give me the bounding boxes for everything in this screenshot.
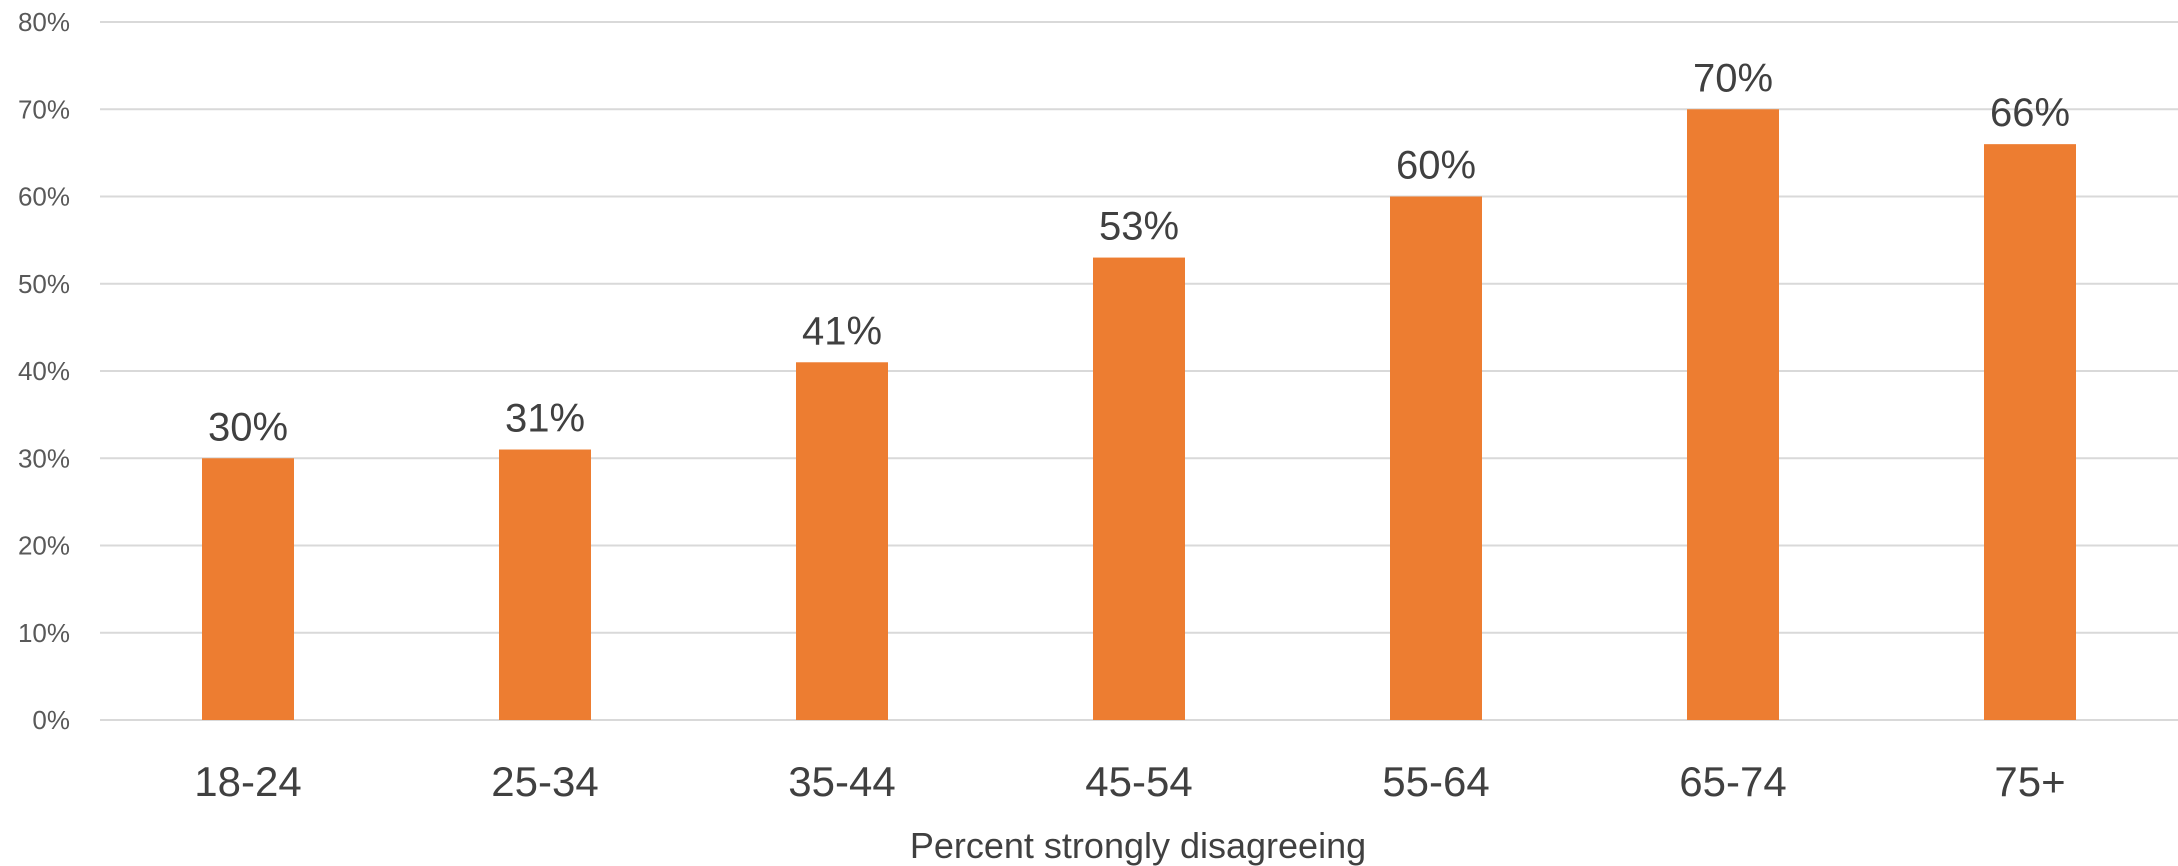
y-tick-label: 10% bbox=[18, 618, 70, 648]
y-tick-label: 20% bbox=[18, 531, 70, 561]
y-tick-label: 70% bbox=[18, 94, 70, 124]
data-label: 70% bbox=[1693, 56, 1773, 100]
y-tick-label: 80% bbox=[18, 7, 70, 37]
y-tick-label: 30% bbox=[18, 443, 70, 473]
data-label: 30% bbox=[208, 405, 288, 449]
data-label: 41% bbox=[802, 309, 882, 353]
y-tick-label: 0% bbox=[32, 705, 70, 735]
data-label: 66% bbox=[1990, 91, 2070, 135]
x-tick-label: 65-74 bbox=[1679, 758, 1786, 805]
bars bbox=[202, 109, 2076, 720]
x-tick-label: 35-44 bbox=[788, 758, 895, 805]
bar bbox=[499, 449, 591, 720]
bar bbox=[1390, 196, 1482, 720]
x-axis-category-labels: 18-24 25-34 35-44 45-54 55-64 65-74 75+ bbox=[194, 758, 2065, 805]
x-axis-title: Percent strongly disagreeing bbox=[910, 825, 1366, 866]
x-tick-label: 55-64 bbox=[1382, 758, 1489, 805]
y-axis-tick-labels: 0% 10% 20% 30% 40% 50% 60% 70% 80% bbox=[18, 7, 70, 735]
bar bbox=[1984, 144, 2076, 720]
x-tick-label: 45-54 bbox=[1085, 758, 1192, 805]
data-labels: 30% 31% 41% 53% 60% 70% 66% bbox=[208, 56, 2070, 449]
bar bbox=[1687, 109, 1779, 720]
data-label: 31% bbox=[505, 397, 585, 441]
y-tick-label: 50% bbox=[18, 269, 70, 299]
x-tick-label: 18-24 bbox=[194, 758, 301, 805]
bar bbox=[1093, 257, 1185, 720]
data-label: 60% bbox=[1396, 144, 1476, 188]
y-tick-label: 60% bbox=[18, 182, 70, 212]
x-tick-label: 75+ bbox=[1994, 758, 2065, 805]
bar bbox=[202, 458, 294, 720]
y-tick-label: 40% bbox=[18, 356, 70, 386]
bar bbox=[796, 362, 888, 720]
x-tick-label: 25-34 bbox=[491, 758, 598, 805]
data-label: 53% bbox=[1099, 205, 1179, 249]
